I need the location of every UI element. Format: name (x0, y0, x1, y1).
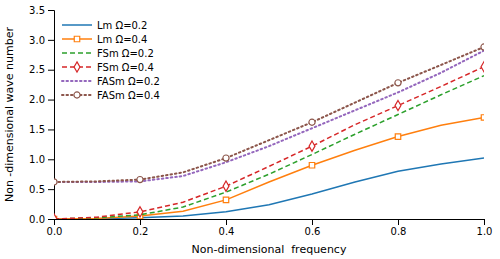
tick: 0.8 (391, 219, 407, 237)
tick-label: 0.2 (133, 226, 149, 237)
tick-label: 0.5 (29, 184, 45, 195)
tick: 0.0 (29, 214, 54, 225)
tick-label: 1.5 (29, 124, 45, 135)
tick-mark (140, 219, 141, 225)
chart: 0.0 0.2 0.4 0.6 0.8 1.0 0.0 0.5 1.0 1.5 2.0 2.5 3.0 3… (0, 0, 500, 259)
tick-mark (48, 189, 54, 190)
tick-label: 2.0 (29, 94, 45, 105)
tick: 1.5 (29, 124, 54, 135)
line (54, 51, 484, 182)
legend-item: Lm Ω=0.2 (62, 20, 147, 31)
marker (54, 179, 57, 185)
tick-label: 0.4 (219, 226, 235, 237)
legend-swatch (62, 80, 92, 82)
marker (223, 197, 228, 202)
legend-item: Lm Ω=0.4 (62, 34, 147, 45)
tick: 3.0 (29, 35, 54, 46)
line (54, 117, 484, 219)
marker (481, 115, 484, 120)
tick-mark (484, 219, 485, 225)
marker (395, 134, 400, 139)
tick: 1.0 (477, 219, 493, 237)
tick: 2.0 (29, 94, 54, 105)
series (54, 158, 484, 219)
tick-label: 2.5 (29, 64, 45, 75)
marker (395, 80, 401, 86)
legend-swatch (62, 52, 92, 54)
tick-mark (48, 70, 54, 71)
x-axis-title: Non-dimensional frequency (192, 243, 347, 256)
marker (309, 163, 314, 168)
marker (137, 207, 143, 217)
y-axis-title: Non -dimensional wave number (3, 26, 16, 202)
series-group (54, 44, 484, 219)
tick-mark (48, 129, 54, 130)
axis-line (48, 11, 55, 220)
tick-label: 1.0 (477, 226, 493, 237)
tick-label: 1.0 (29, 154, 45, 165)
marker (309, 119, 315, 125)
legend-marker (74, 92, 80, 98)
legend-item: FASm Ω=0.2 (62, 76, 160, 87)
series (54, 76, 484, 219)
tick-label: 0.6 (305, 226, 321, 237)
tick-label: 3.0 (29, 35, 45, 46)
series (54, 115, 484, 219)
marker (481, 44, 484, 50)
tick-label: 0.0 (29, 214, 45, 225)
legend: Lm Ω=0.2 Lm Ω=0.4 FSm Ω=0.2 FSm Ω=0.4 FASm Ω… (62, 20, 160, 101)
legend-item: FSm Ω=0.2 (62, 48, 154, 59)
line (54, 158, 484, 219)
line (54, 76, 484, 219)
line (54, 47, 484, 182)
legend-label: Lm Ω=0.4 (97, 34, 147, 45)
tick: 0.0 (47, 219, 63, 237)
legend-item: FASm Ω=0.4 (62, 90, 160, 101)
marker (395, 100, 401, 110)
x-axis: 0.0 0.2 0.4 0.6 0.8 1.0 (47, 219, 493, 237)
tick-mark (398, 219, 399, 225)
tick-label: 3.5 (29, 5, 45, 16)
tick-mark (48, 219, 54, 220)
marker (54, 214, 57, 219)
marker (223, 181, 229, 191)
tick: 0.5 (29, 184, 54, 195)
marker (223, 155, 229, 161)
tick: 2.5 (29, 64, 54, 75)
legend-item: FSm Ω=0.4 (62, 62, 154, 73)
tick-label: 0.8 (391, 226, 407, 237)
line (54, 67, 484, 219)
marker (481, 62, 484, 72)
tick: 0.2 (133, 219, 149, 237)
legend-label: Lm Ω=0.2 (97, 20, 147, 31)
legend-marker (74, 36, 79, 41)
marker (137, 176, 143, 182)
axis-line (55, 220, 485, 226)
tick-label: 0.0 (47, 226, 63, 237)
series (54, 44, 484, 185)
tick-mark (48, 100, 54, 101)
y-axis: 0.0 0.5 1.0 1.5 2.0 2.5 3.0 3.5 (29, 5, 54, 225)
tick: 3.5 (29, 5, 54, 16)
legend-label: FSm Ω=0.4 (97, 62, 154, 73)
tick-mark (312, 219, 313, 225)
tick-mark (226, 219, 227, 225)
plot: 0.0 0.2 0.4 0.6 0.8 1.0 0.0 0.5 1.0 1.5 2.0 2.5 3.0 3… (29, 5, 492, 237)
series (54, 51, 484, 182)
tick: 1.0 (29, 154, 54, 165)
tick-mark (48, 159, 54, 160)
legend-label: FASm Ω=0.4 (97, 90, 160, 101)
marker (309, 141, 315, 151)
tick: 0.4 (219, 219, 235, 237)
tick-mark (48, 40, 54, 41)
legend-marker (74, 62, 80, 72)
legend-swatch (62, 24, 92, 26)
tick: 0.6 (305, 219, 321, 237)
tick-mark (48, 10, 54, 11)
legend-label: FASm Ω=0.2 (97, 76, 160, 87)
legend-label: FSm Ω=0.2 (97, 48, 154, 59)
